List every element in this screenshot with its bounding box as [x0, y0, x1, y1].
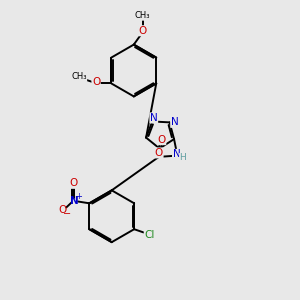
- Text: N: N: [171, 117, 178, 128]
- Text: −: −: [63, 209, 71, 220]
- Text: O: O: [155, 148, 163, 158]
- Text: O: O: [158, 135, 166, 145]
- Text: +: +: [75, 192, 82, 201]
- Text: O: O: [139, 26, 147, 36]
- Text: CH₃: CH₃: [71, 73, 87, 82]
- Text: N: N: [150, 113, 158, 123]
- Text: O: O: [59, 206, 67, 215]
- Text: H: H: [179, 153, 186, 162]
- Text: CH₃: CH₃: [135, 11, 150, 20]
- Text: Cl: Cl: [144, 230, 155, 239]
- Text: N: N: [172, 149, 180, 159]
- Text: N: N: [70, 196, 78, 206]
- Text: O: O: [92, 77, 100, 87]
- Text: O: O: [70, 178, 78, 188]
